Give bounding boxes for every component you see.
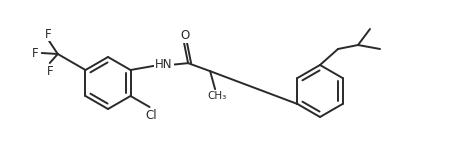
Text: F: F: [46, 65, 53, 78]
Text: O: O: [181, 29, 190, 42]
Text: Cl: Cl: [146, 109, 157, 122]
Text: HN: HN: [156, 58, 173, 71]
Text: CH₃: CH₃: [207, 91, 227, 101]
Text: F: F: [44, 28, 51, 41]
Text: F: F: [31, 46, 38, 59]
